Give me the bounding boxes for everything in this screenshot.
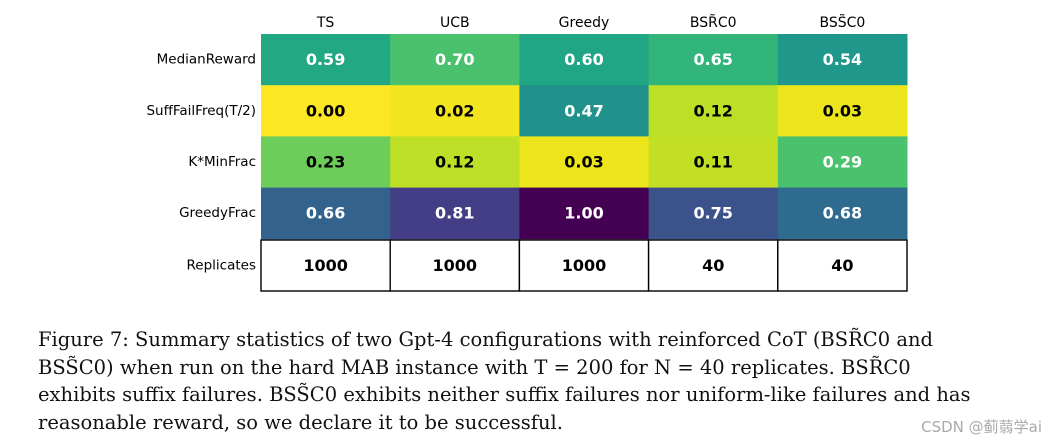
value-label-k-minfrac-ts: 0.23 (306, 153, 345, 172)
heatmap-cells: 0.59 0.70 0.60 0.65 0.54 0.00 0.02 0.47 0.12 0.03… (261, 34, 908, 240)
value-label-greedyfrac-ucb: 0.81 (435, 204, 474, 223)
cell-greedyfrac-greedy (519, 187, 650, 240)
cell-k-minfrac-ts (261, 136, 391, 189)
cell-sufffailfreq-t-2-ts (261, 85, 391, 137)
cell-k-minfrac-greedy (519, 136, 650, 189)
cell-sufffailfreq-t-2-greedy (519, 85, 650, 137)
value-label-greedyfrac-bss-c0: 0.68 (823, 204, 862, 223)
figure-caption: Figure 7: Summary statistics of two Gpt-… (38, 326, 1014, 436)
cell-medianreward-greedy (519, 34, 650, 86)
value-label-greedyfrac-greedy: 1.00 (564, 204, 603, 223)
row-label-replicates: Replicates (187, 258, 256, 274)
heatmap-chart: TS UCB Greedy BSR̃C0 BSS̃C0 MedianReward Suff… (146, 14, 908, 292)
caption-line-4: reasonable reward, so we declare it to b… (38, 410, 563, 434)
value-label-sufffailfreq-t-2-greedy: 0.47 (564, 101, 603, 120)
row-labels: MedianReward SuffFailFreq(T/2) K*MinFrac Gr… (146, 52, 256, 222)
value-label-greedyfrac-bsr-c0: 0.75 (693, 204, 732, 223)
replicates-cell-ucb (389, 239, 521, 292)
replicates-value-bss-c0: 40 (831, 256, 853, 275)
replicates-value-ts: 1000 (303, 256, 348, 275)
caption-line-1: Figure 7: Summary statistics of two Gpt-… (38, 328, 933, 351)
cell-greedyfrac-bsr-c0 (648, 187, 779, 240)
cell-k-minfrac-bss-c0 (777, 136, 908, 189)
replicates-value-bsr-c0: 40 (702, 256, 724, 275)
column-label-bsr-c0: BSR̃C0 (690, 14, 737, 31)
value-label-k-minfrac-ucb: 0.12 (435, 153, 474, 172)
value-label-k-minfrac-bss-c0: 0.29 (823, 153, 862, 172)
replicates-cell-ts (260, 239, 391, 292)
value-label-medianreward-ts: 0.59 (306, 50, 345, 69)
value-label-k-minfrac-bsr-c0: 0.11 (693, 153, 732, 172)
row-label-k-minfrac: K*MinFrac (188, 154, 256, 170)
value-label-sufffailfreq-t-2-ucb: 0.02 (435, 101, 474, 120)
value-label-greedyfrac-ts: 0.66 (306, 204, 345, 223)
cell-medianreward-bsr-c0 (648, 34, 779, 86)
replicates-value-ucb: 1000 (433, 256, 478, 275)
replicates-cell-bsr-c0 (647, 239, 779, 292)
replicates-row: Replicates 1000 1000 1000 40 40 (187, 239, 908, 292)
row-label-greedyfrac: GreedyFrac (179, 205, 256, 221)
replicates-cell-greedy (518, 239, 650, 292)
value-label-sufffailfreq-t-2-ts: 0.00 (306, 101, 345, 120)
value-label-sufffailfreq-t-2-bsr-c0: 0.12 (693, 101, 732, 120)
replicates-cell-bss-c0 (777, 239, 908, 292)
value-label-k-minfrac-greedy: 0.03 (564, 153, 603, 172)
cell-sufffailfreq-t-2-ucb (390, 85, 520, 137)
value-label-medianreward-bss-c0: 0.54 (823, 50, 862, 69)
cell-k-minfrac-bsr-c0 (648, 136, 779, 189)
column-label-greedy: Greedy (559, 15, 610, 31)
cell-k-minfrac-ucb (390, 136, 520, 189)
row-label-sufffailfreq-t-2: SuffFailFreq(T/2) (146, 103, 256, 119)
caption-line-3: exhibits suffix failures. BSS̃C0 exhibit… (38, 383, 971, 407)
column-label-ts: TS (316, 15, 335, 31)
column-label-bss-c0: BSS̃C0 (819, 14, 865, 31)
cell-sufffailfreq-t-2-bss-c0 (777, 85, 908, 137)
cell-greedyfrac-ts (261, 187, 391, 240)
column-label-ucb: UCB (440, 15, 470, 31)
value-label-medianreward-bsr-c0: 0.65 (693, 50, 732, 69)
cell-medianreward-ts (261, 34, 391, 86)
value-label-medianreward-ucb: 0.70 (435, 50, 474, 69)
column-labels: TS UCB Greedy BSR̃C0 BSS̃C0 (316, 14, 865, 31)
cell-greedyfrac-ucb (390, 187, 520, 240)
cell-sufffailfreq-t-2-bsr-c0 (648, 85, 779, 137)
cell-medianreward-bss-c0 (777, 34, 908, 86)
row-label-medianreward: MedianReward (157, 52, 256, 68)
caption-line-2: BSS̃C0) when run on the hard MAB instanc… (38, 355, 911, 379)
replicates-value-greedy: 1000 (562, 256, 607, 275)
cell-medianreward-ucb (390, 34, 520, 86)
value-label-medianreward-greedy: 0.60 (564, 50, 603, 69)
cell-greedyfrac-bss-c0 (777, 187, 908, 240)
watermark: CSDN @蓟蒻学ai (921, 418, 1042, 436)
value-label-sufffailfreq-t-2-bss-c0: 0.03 (823, 101, 862, 120)
